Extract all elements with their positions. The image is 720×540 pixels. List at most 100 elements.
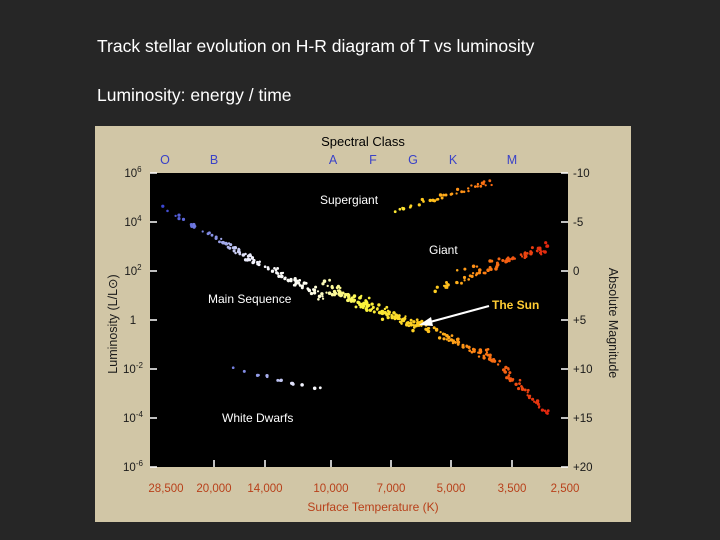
spectral-class-o: O — [160, 153, 170, 167]
luminosity-tick-label: 106 — [124, 165, 142, 180]
label-supergiant: Supergiant — [320, 193, 379, 207]
star-dot — [300, 383, 304, 387]
star-dot — [387, 310, 390, 313]
star-dot — [503, 368, 505, 370]
luminosity-tick-label: 10-4 — [123, 410, 143, 425]
star-dot — [337, 289, 339, 291]
star-dot — [529, 252, 533, 256]
magnitude-tick-label: +5 — [573, 315, 586, 327]
star-dot — [468, 349, 471, 352]
star-dot — [207, 232, 210, 235]
star-dot — [377, 303, 380, 306]
star-dot — [439, 331, 441, 333]
star-dot — [507, 257, 510, 260]
star-dot — [433, 326, 436, 329]
star-dot — [174, 215, 176, 217]
star-dot — [467, 190, 469, 192]
star-dot — [380, 310, 382, 312]
star-dot — [457, 343, 460, 346]
star-dot — [524, 251, 526, 253]
star-dot — [233, 249, 236, 252]
hr-diagram-panel: Spectral Class O B A F G K M 106 104 102 1 10-2 10-… — [95, 126, 631, 522]
star-dot — [355, 305, 358, 308]
star-dot — [462, 346, 465, 349]
star-dot — [298, 279, 301, 282]
star-dot — [279, 379, 281, 381]
star-dot — [537, 247, 540, 250]
star-dot — [229, 243, 232, 246]
spectral-class-k: K — [449, 153, 458, 167]
spectral-class-a: A — [329, 153, 338, 167]
star-dot — [445, 284, 448, 287]
star-dot — [233, 246, 235, 248]
star-dot — [331, 285, 334, 288]
star-dot — [545, 245, 548, 248]
star-dot — [489, 266, 492, 269]
star-dot — [451, 334, 454, 337]
star-dot — [467, 278, 470, 281]
temperature-tick-label: 14,000 — [247, 483, 282, 495]
star-dot — [305, 282, 308, 285]
spectral-class-m: M — [507, 153, 517, 167]
star-dot — [243, 370, 246, 373]
luminosity-tick-label: 102 — [124, 263, 142, 278]
star-dot — [479, 351, 482, 354]
star-dot — [161, 205, 164, 208]
star-dot — [412, 320, 415, 323]
star-dot — [521, 387, 525, 391]
star-dot — [544, 409, 547, 412]
star-dot — [237, 248, 240, 251]
star-dot — [328, 291, 332, 295]
star-dot — [402, 207, 405, 210]
star-dot — [476, 185, 479, 188]
star-dot — [455, 192, 457, 194]
star-dot — [325, 291, 327, 293]
star-dot — [463, 191, 466, 194]
star-dot — [505, 376, 508, 379]
star-dot — [528, 396, 531, 399]
star-dot — [511, 257, 514, 260]
star-dot — [244, 258, 247, 261]
star-dot — [476, 265, 478, 267]
star-dot — [378, 311, 381, 314]
star-dot — [421, 198, 424, 201]
star-dot — [527, 391, 529, 393]
star-dot — [275, 271, 278, 274]
star-dot — [384, 308, 386, 310]
star-dot — [546, 412, 549, 415]
star-dot — [527, 389, 530, 392]
star-dot — [411, 329, 414, 332]
star-dot — [402, 319, 405, 322]
spectral-class-f: F — [369, 153, 377, 167]
star-dot — [496, 261, 499, 264]
star-dot — [524, 388, 527, 391]
star-dot — [399, 208, 402, 211]
star-dot — [498, 360, 501, 363]
star-dot — [182, 218, 185, 221]
star-dot — [271, 270, 274, 273]
star-dot — [193, 226, 196, 229]
star-dot — [504, 260, 507, 263]
star-dot — [484, 272, 487, 275]
star-dot — [474, 185, 477, 188]
magnitude-tick-label: -10 — [573, 168, 590, 180]
star-dot — [537, 403, 539, 405]
star-dot — [479, 348, 483, 352]
star-dot — [347, 294, 350, 297]
star-dot — [547, 409, 550, 412]
star-dot — [486, 351, 488, 353]
star-dot — [413, 324, 416, 327]
star-dot — [319, 386, 322, 389]
slide-line-2: Luminosity: energy / time — [97, 85, 292, 106]
star-dot — [520, 385, 523, 388]
star-dot — [463, 268, 466, 271]
star-dot — [460, 282, 463, 285]
star-dot — [544, 241, 547, 244]
star-dot — [407, 321, 409, 323]
star-dot — [342, 292, 345, 295]
hr-diagram: Spectral Class O B A F G K M 106 104 102 1 10-2 10-… — [95, 126, 631, 522]
star-dot — [501, 259, 504, 262]
star-dot — [488, 357, 492, 361]
star-dot — [531, 246, 534, 249]
